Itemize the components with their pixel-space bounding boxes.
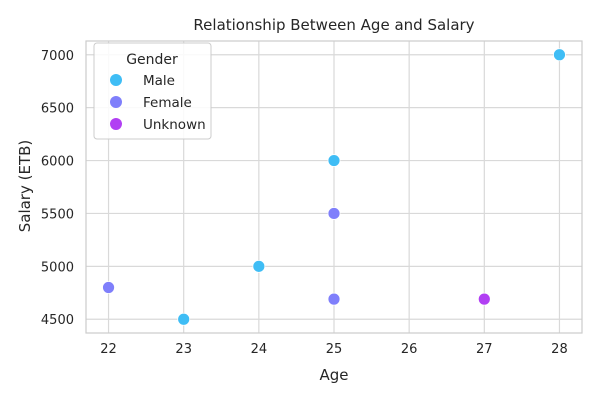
x-tick-label: 25 xyxy=(326,342,343,357)
data-point-female xyxy=(327,292,341,306)
data-point-male xyxy=(252,259,266,273)
plot-frame xyxy=(85,40,583,334)
legend: Gender Male Female Unknown xyxy=(93,42,212,140)
y-tick-label: 7000 xyxy=(41,49,74,64)
y-axis-label: Salary (ETB) xyxy=(16,140,34,233)
data-points xyxy=(102,48,566,326)
legend-marker-unknown xyxy=(110,118,122,130)
x-tick-label: 22 xyxy=(100,342,117,357)
legend-box xyxy=(93,42,212,140)
y-tick-label: 6000 xyxy=(41,155,74,170)
y-tick-label: 4500 xyxy=(41,313,74,328)
y-tick-label: 6500 xyxy=(41,102,74,117)
legend-label-unknown: Unknown xyxy=(143,117,206,133)
x-tick-label: 28 xyxy=(551,342,568,357)
data-point-female xyxy=(102,281,115,294)
x-tick-label: 23 xyxy=(175,342,192,357)
legend-marker-male xyxy=(110,74,122,86)
legend-items: Male Female Unknown xyxy=(110,73,206,133)
y-tick-labels: 4500 5000 5500 6000 6500 7000 xyxy=(41,49,74,328)
x-tick-label: 27 xyxy=(476,342,493,357)
y-tick-label: 5000 xyxy=(41,260,74,275)
legend-marker-female xyxy=(110,96,122,108)
data-point-female xyxy=(327,207,341,220)
x-axis-label: Age xyxy=(319,366,348,384)
y-tick-label: 5500 xyxy=(41,207,74,222)
chart-title: Relationship Between Age and Salary xyxy=(193,16,474,34)
legend-title: Gender xyxy=(126,52,178,68)
legend-label-female: Female xyxy=(143,95,192,111)
data-point-male xyxy=(177,312,191,326)
data-point-male xyxy=(553,48,566,62)
data-point-unknown xyxy=(477,292,491,306)
x-tick-label: 24 xyxy=(251,342,268,357)
x-tick-label: 26 xyxy=(401,342,418,357)
legend-label-male: Male xyxy=(143,73,175,89)
x-tick-labels: 22 23 24 25 26 27 28 xyxy=(100,342,567,357)
data-point-male xyxy=(327,154,341,167)
